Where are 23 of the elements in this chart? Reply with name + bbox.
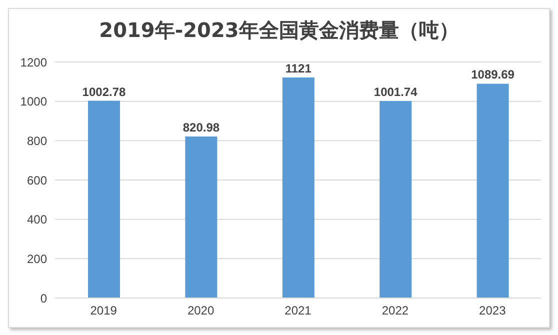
data-label: 1121	[285, 62, 312, 76]
data-label: 1089.69	[471, 68, 515, 82]
bar	[380, 100, 412, 298]
bar	[185, 136, 218, 298]
x-tick-label: 2019	[90, 304, 118, 318]
x-tick-label: 2021	[284, 304, 312, 318]
data-label: 820.98	[182, 120, 220, 135]
bar	[476, 84, 509, 298]
x-tick-label: 2022	[382, 304, 409, 318]
chart-title: 2019年-2023年全国黄金消费量（吨）	[98, 17, 460, 44]
y-tick-label: 0	[40, 291, 48, 306]
x-tick-label: 2023	[479, 304, 506, 318]
y-tick-label: 400	[26, 212, 48, 227]
y-tick-label: 600	[26, 173, 48, 188]
y-tick-label: 1000	[20, 94, 48, 109]
y-tick-label: 800	[26, 134, 48, 148]
y-tick-label: 200	[26, 252, 48, 266]
x-tick-label: 2020	[187, 304, 214, 318]
bar	[88, 100, 120, 298]
data-label: 1001.74	[374, 84, 418, 99]
bar	[282, 78, 314, 298]
data-label: 1002.78	[82, 84, 126, 99]
y-tick-label: 1200	[20, 55, 48, 70]
